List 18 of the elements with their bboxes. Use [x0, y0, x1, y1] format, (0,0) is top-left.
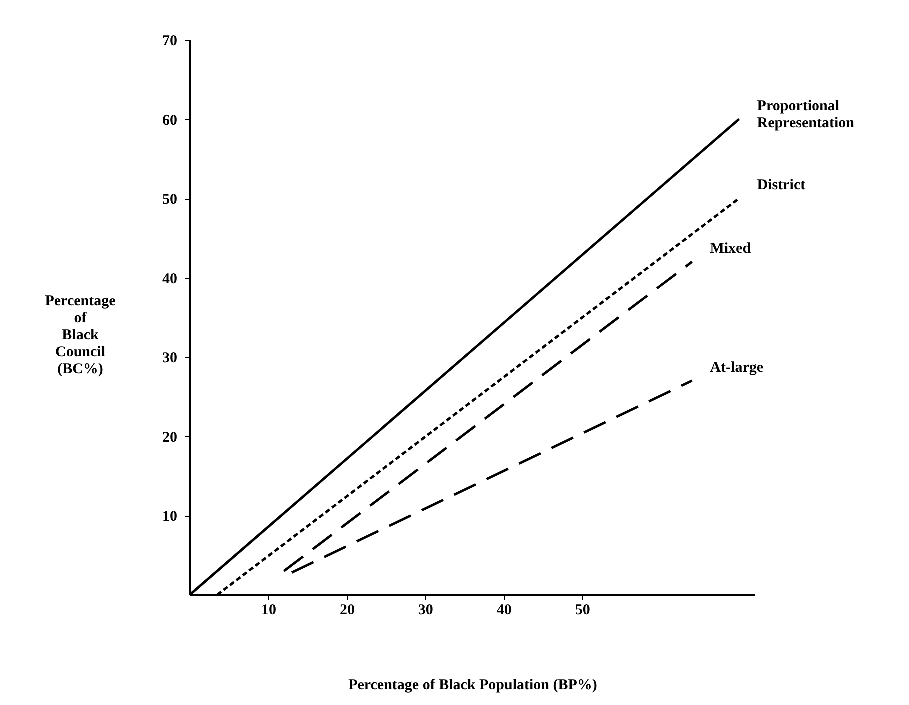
y-tick-label: 30 [162, 350, 178, 367]
x-axis-title: Percentage of Black Population (BP%) [348, 678, 598, 694]
y-tick-label: 40 [162, 271, 178, 288]
x-tick-label: 40 [496, 602, 512, 618]
y-tick-label: 70 [162, 34, 178, 50]
x-tick-label: 10 [261, 602, 276, 618]
y-tick-label: 10 [162, 509, 178, 526]
series-label: Mixed [710, 241, 752, 257]
y-tick-label: 60 [162, 112, 178, 129]
x-tick-label: 50 [575, 602, 590, 618]
x-tick-label: 30 [418, 602, 434, 618]
y-axis-title: Percentage of Black Council (BC%) [45, 294, 116, 378]
x-tick-label: 20 [340, 602, 355, 618]
y-tick-label: 50 [162, 192, 178, 208]
series-label: At-large [710, 360, 764, 376]
y-tick-label: 20 [162, 430, 178, 446]
series-label: Proportional Representation [757, 98, 856, 132]
series-label: District [757, 178, 806, 194]
